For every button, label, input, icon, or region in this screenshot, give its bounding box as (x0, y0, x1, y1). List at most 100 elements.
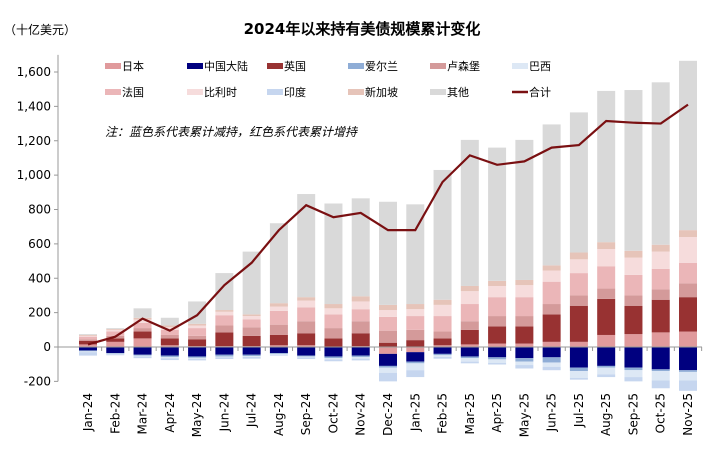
bar-segment (488, 285, 507, 298)
bar-segment (651, 369, 670, 372)
legend-label: 其他 (447, 86, 469, 99)
bar-segment (379, 367, 397, 373)
legend-swatch (267, 89, 283, 95)
bar-segment (160, 327, 179, 330)
bar-segment (160, 334, 179, 339)
bar-segment (297, 321, 316, 334)
bar-segment (106, 338, 125, 342)
bar-segment (542, 304, 561, 315)
legend-swatch (348, 89, 364, 95)
bar-segment (679, 380, 697, 391)
bar-segment (542, 314, 561, 342)
bar-segment (651, 380, 670, 389)
bar-segment (188, 335, 207, 340)
bar-segment (106, 354, 125, 356)
legend-label: 中国大陆 (204, 59, 248, 73)
bar-segment (651, 251, 670, 269)
bar-segment (133, 338, 152, 347)
bar-segment (242, 354, 261, 357)
bar-segment (324, 314, 343, 329)
bar-segment (624, 274, 643, 296)
bar-segment (324, 304, 343, 309)
y-tick-label: -200 (24, 374, 51, 388)
bar-segment (351, 333, 370, 347)
bar-segment (242, 319, 261, 328)
x-tick-label: Oct-25 (654, 393, 668, 433)
bar-segment (160, 355, 179, 357)
bar-segment (188, 358, 207, 361)
bar-segment (433, 331, 452, 339)
bar-segment (351, 301, 370, 310)
y-tick-label: 600 (28, 237, 51, 251)
x-tick-label: Aug-24 (272, 393, 286, 436)
bar-segment (569, 305, 588, 342)
bar-segment (488, 326, 507, 344)
bar-segment (515, 297, 534, 317)
bar-segment (488, 297, 507, 317)
legend-swatch (512, 63, 528, 69)
x-tick-label: Jul-24 (245, 393, 259, 428)
bar-segment (106, 341, 125, 347)
bar-segment (269, 310, 288, 325)
bar-segment (160, 347, 179, 356)
bar-segment (188, 339, 207, 347)
bar-segment (242, 356, 261, 359)
bar-segment (488, 359, 507, 363)
y-tick-label: 800 (28, 203, 51, 217)
bar-segment (297, 300, 316, 308)
bar-segment (379, 347, 397, 354)
bar-segment (188, 347, 207, 357)
bar-segment (679, 297, 697, 332)
bar-segment (133, 354, 152, 356)
bar-segment (488, 357, 507, 360)
x-tick-label: Jun-25 (545, 393, 559, 432)
bar-segment (406, 370, 425, 378)
bar-segment (297, 194, 316, 298)
x-tick-label: Sep-25 (626, 393, 640, 435)
bar-segment (460, 358, 479, 362)
bar-segment (269, 353, 288, 355)
bar-segment (160, 317, 179, 326)
bar-segment (406, 329, 425, 341)
legend-swatch (267, 63, 283, 69)
bar-segment (324, 308, 343, 315)
bar-segment (460, 347, 479, 357)
bar-segment (651, 268, 670, 290)
bar-segment (269, 353, 288, 354)
bar-segment (79, 334, 97, 336)
bar-segment (597, 298, 616, 335)
bar-segment (215, 311, 234, 316)
bar-segment (542, 265, 561, 271)
bar-segment (379, 310, 397, 317)
bar-segment (406, 363, 425, 371)
bar-segment (515, 285, 534, 298)
legend-swatch (105, 63, 121, 69)
bar-segment (651, 332, 670, 347)
bar-segment (297, 357, 316, 360)
bar-segment (269, 306, 288, 311)
x-tick-label: Feb-25 (436, 393, 450, 434)
bar-segment (679, 331, 697, 347)
legend-label: 新加坡 (365, 85, 398, 99)
bar-segment (515, 347, 534, 359)
bar-segment (269, 334, 288, 346)
bar-segment (215, 356, 234, 358)
bar-segment (160, 325, 179, 328)
bar-segment (215, 354, 234, 357)
bar-segment (624, 367, 643, 371)
bar-segment (651, 289, 670, 300)
y-tick-label: 400 (28, 271, 51, 285)
bar-segment (188, 357, 207, 359)
bar-segment (324, 358, 343, 360)
x-tick-label: Mar-25 (463, 393, 477, 434)
bar-segment (160, 356, 179, 359)
bar-segment (106, 329, 125, 332)
legend-label: 巴西 (529, 60, 551, 73)
bar-segment (242, 251, 261, 315)
bar-segment (542, 347, 561, 358)
bar-segment (542, 366, 561, 371)
x-tick-label: Apr-25 (490, 393, 504, 433)
bar-segment (406, 304, 425, 310)
bar-segment (433, 338, 452, 346)
bar-segment (515, 139, 534, 280)
